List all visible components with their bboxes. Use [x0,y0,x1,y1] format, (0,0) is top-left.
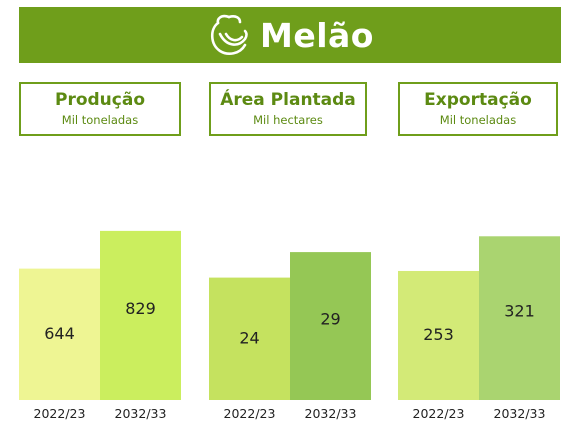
chart-title: Área Plantada [220,90,356,110]
x-tick-label: 2032/33 [115,406,167,421]
bar-chart-area-plantada: 24 2022/23 29 2032/33 [209,252,371,421]
title-banner: Melão [19,7,561,63]
bar-value-label: 29 [320,310,340,329]
bar-2022-23 [398,270,479,400]
chart-unit: Mil hectares [253,113,323,127]
bar-chart-exportacao: 253 2022/23 321 2032/33 [398,236,560,421]
chart-unit: Mil toneladas [439,113,517,127]
chart-title: Exportação [424,90,532,110]
x-tick-label: 2022/23 [413,406,465,421]
bar-2032-33 [479,236,560,400]
bar-2032-33 [290,252,371,400]
bar-value-label: 644 [44,324,75,343]
chart-title: Produção [54,90,146,110]
melon-icon [210,14,248,55]
x-tick-label: 2032/33 [494,406,546,421]
chart-unit: Mil toneladas [61,113,139,127]
x-tick-label: 2022/23 [224,406,276,421]
x-tick-label: 2032/33 [305,406,357,421]
bar-value-label: 321 [504,302,535,321]
panel-label-box: Produção Mil toneladas [19,82,181,136]
page-title: Melão [260,15,374,55]
bar-2022-23 [19,268,100,400]
bar-2032-33 [100,230,181,400]
bar-value-label: 829 [125,299,156,318]
panel-label-box: Área Plantada Mil hectares [209,82,367,136]
bar-value-label: 253 [423,325,454,344]
bar-2022-23 [209,277,290,400]
x-tick-label: 2022/23 [34,406,86,421]
bar-chart-producao: 644 2022/23 829 2032/33 [19,230,181,421]
bar-value-label: 24 [239,328,259,347]
panel-label-box: Exportação Mil toneladas [398,82,558,136]
